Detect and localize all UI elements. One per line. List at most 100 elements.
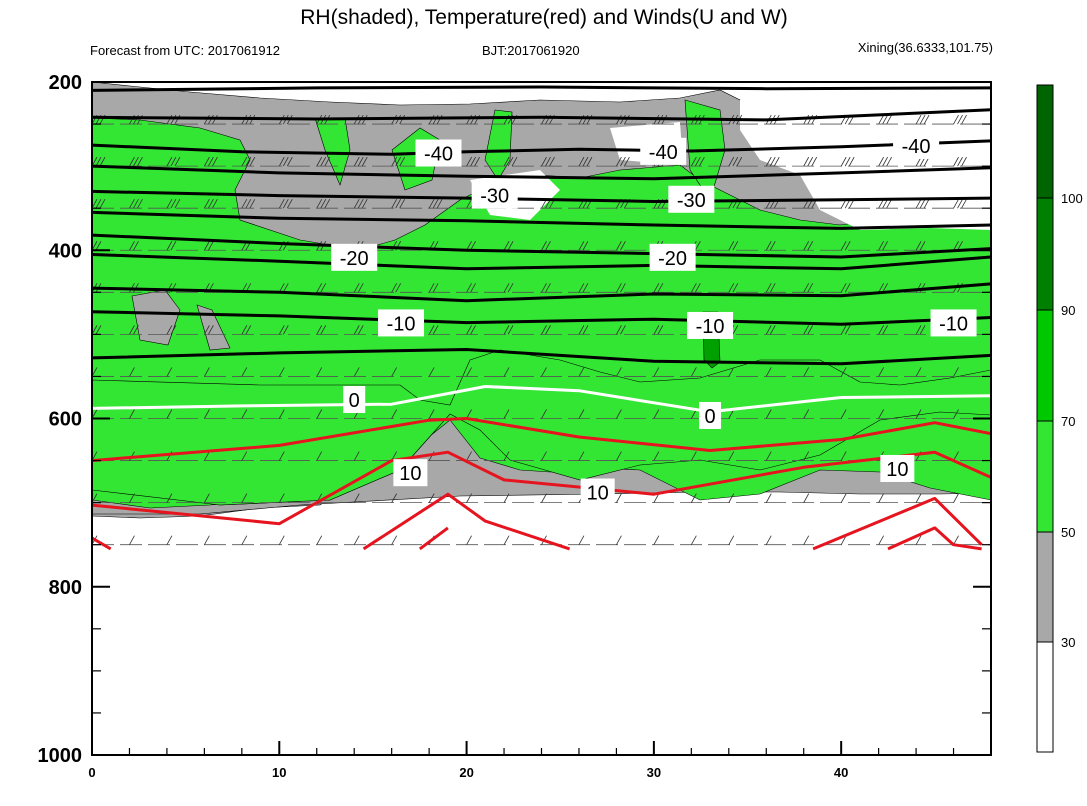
contour-label-box	[880, 454, 915, 482]
wind-barb	[436, 198, 443, 209]
contour-label: -40	[649, 142, 678, 164]
wind-barb	[399, 82, 401, 83]
wind-barb	[728, 156, 735, 167]
wind-barb	[582, 156, 589, 167]
contour-label: 0	[705, 406, 716, 428]
wind-barb	[961, 114, 967, 125]
wind-barb	[620, 325, 626, 335]
wind-barb	[578, 535, 585, 545]
wind-barb	[166, 325, 173, 335]
wind-barb	[100, 82, 101, 83]
wind-barb	[694, 283, 701, 293]
wind-barb	[503, 367, 510, 377]
wind-barb	[166, 241, 173, 251]
wind-barb	[953, 156, 959, 167]
wind-barb	[878, 367, 884, 377]
wind-barb	[541, 156, 547, 167]
wind-barb	[204, 198, 210, 209]
wind-barb	[316, 367, 323, 377]
wind-barb	[803, 451, 810, 461]
wind-barb	[320, 156, 327, 167]
wind-barb	[953, 409, 959, 419]
temperature-contour-labels: -40 -40 -40 -30 -30 -20 -20 -10 -10 -10 0 0 10 10 10	[331, 131, 977, 506]
wind-barb	[882, 325, 888, 335]
contour-line--10	[92, 310, 991, 326]
wind-barb	[357, 198, 364, 209]
wind-barb	[391, 198, 398, 209]
rh-area-white-2	[740, 96, 991, 230]
wind-barb	[170, 156, 177, 167]
wind-barb	[133, 325, 139, 335]
wind-barb	[578, 241, 585, 251]
wind-barb	[391, 493, 398, 503]
wind-barb	[616, 283, 622, 293]
wind-barb	[882, 114, 888, 125]
wind-barb	[170, 198, 177, 209]
wind-barb	[653, 82, 655, 83]
wind-barb	[923, 114, 930, 125]
wind-barb	[545, 82, 546, 83]
wind-barb	[878, 283, 884, 293]
wind-barb	[582, 325, 589, 335]
wind-barb	[99, 156, 106, 167]
wind-barb	[803, 493, 810, 503]
wind-barb	[999, 73, 1004, 82]
wind-barb	[769, 156, 776, 167]
wind-barb	[811, 82, 813, 83]
wind-barb	[241, 367, 248, 377]
wind-barb	[137, 198, 143, 209]
wind-barb	[915, 493, 922, 503]
wind-barb	[845, 82, 846, 83]
wind-barb	[545, 241, 551, 251]
wind-barb	[915, 198, 922, 209]
wind-barb	[616, 535, 622, 545]
wind-barb	[919, 241, 926, 251]
wind-barb	[395, 156, 402, 167]
wind-barb	[282, 283, 289, 293]
wind-barb	[840, 325, 847, 335]
wind-barb	[241, 535, 248, 545]
x-tick-label: 20	[459, 765, 473, 780]
wind-barb	[432, 198, 439, 209]
y-tick-label: 1000	[38, 745, 83, 767]
contour-line--20	[92, 253, 991, 271]
wind-barb	[915, 241, 922, 251]
wind-barb	[953, 493, 959, 503]
wind-barb	[995, 115, 1000, 124]
wind-barb	[848, 156, 855, 167]
wind-barb	[882, 283, 888, 293]
wind-barb	[541, 493, 547, 503]
wind-barb	[278, 156, 285, 167]
wind-barb	[507, 325, 514, 335]
wind-barb	[249, 82, 251, 83]
wind-barb	[773, 156, 780, 167]
wind-barb	[470, 283, 476, 293]
wind-barb	[316, 156, 323, 167]
colorbar-swatch	[1036, 641, 1054, 753]
wind-barb	[616, 409, 622, 419]
wind-barb	[391, 283, 398, 293]
wind-barb	[249, 156, 256, 167]
wind-barb	[212, 82, 213, 83]
wind-barb	[507, 241, 514, 251]
wind-barb	[541, 367, 547, 377]
wind-barb	[245, 156, 252, 167]
wind-barb	[920, 82, 921, 83]
wind-barb	[765, 156, 772, 167]
wind-barb	[769, 325, 776, 335]
wind-barb	[953, 198, 959, 209]
contour-label-box	[930, 309, 977, 337]
contour-label: 0	[349, 390, 360, 412]
wind-barb	[616, 451, 622, 461]
wind-barb	[466, 493, 472, 503]
wind-barb	[616, 367, 622, 377]
contour-label: -30	[677, 190, 706, 212]
wind-barb	[840, 283, 847, 293]
wind-barb	[728, 409, 735, 419]
wind-barb	[840, 367, 847, 377]
colorbar-swatch	[1036, 309, 1054, 422]
wind-barb	[886, 114, 892, 125]
wind-barb	[657, 325, 664, 335]
wind-barb	[241, 156, 248, 167]
